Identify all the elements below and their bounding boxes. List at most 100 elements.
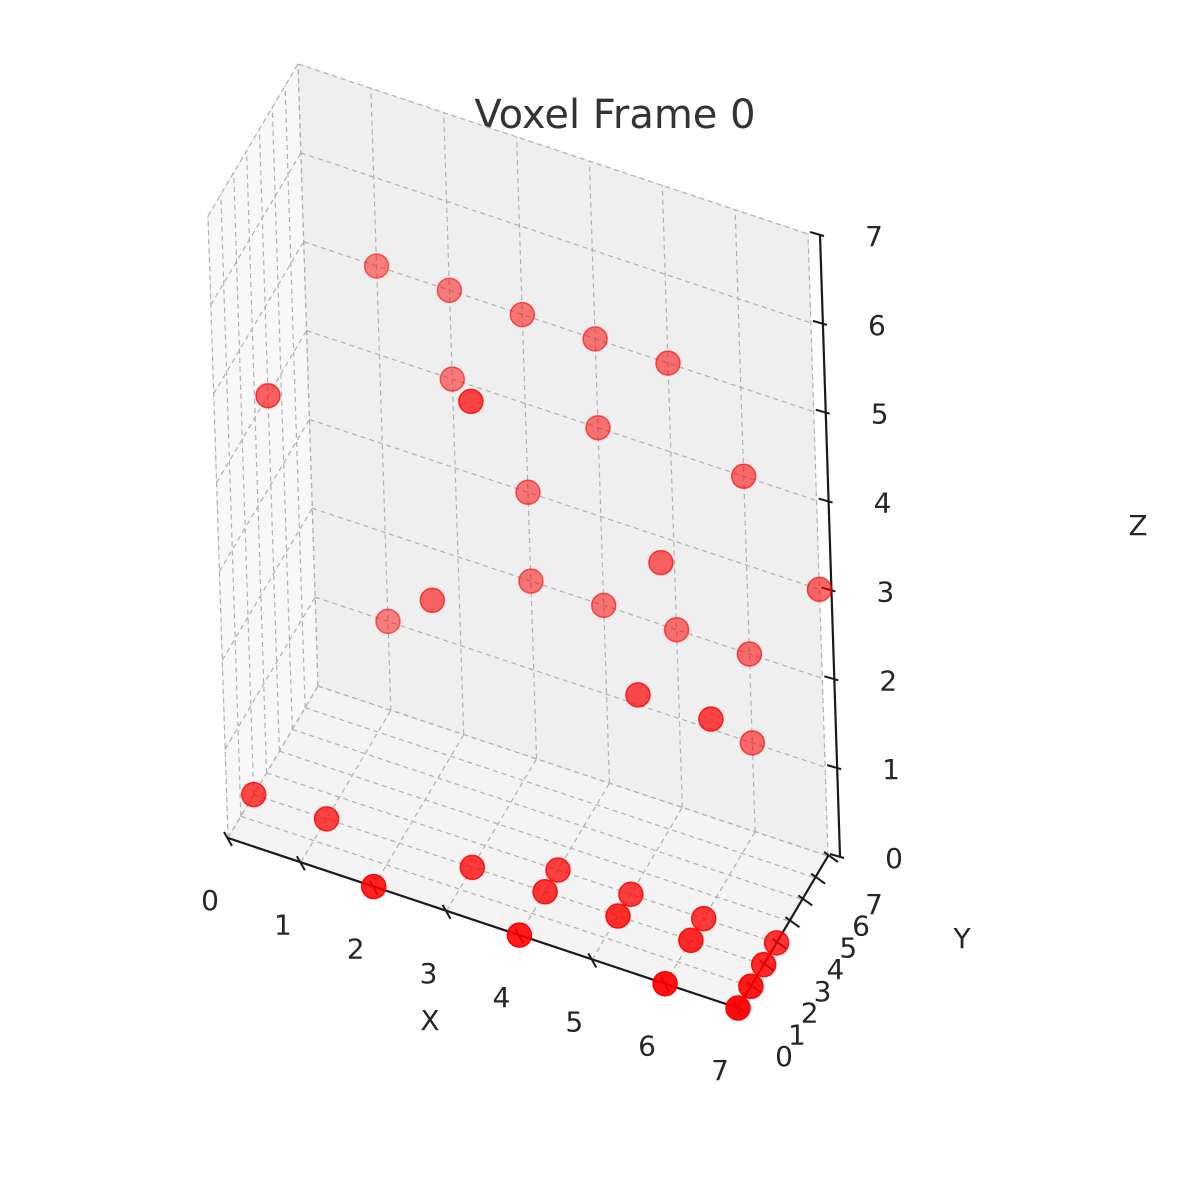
grid-line-x-bottom [373, 734, 465, 887]
x-axis-label: X [420, 1004, 439, 1037]
grid-line-y-left [297, 63, 319, 687]
y-tick [797, 894, 813, 907]
data-points [240, 253, 833, 1021]
grid-line-z-left [227, 685, 319, 839]
data-point [515, 479, 541, 506]
x-tick-label: 1 [274, 908, 292, 941]
z-axis-line [818, 233, 842, 857]
grid-line-z-left [210, 152, 302, 306]
data-point [506, 922, 533, 948]
x-tick-label: 5 [565, 1005, 583, 1038]
data-point [738, 973, 764, 1000]
z-tick [815, 408, 830, 415]
grid-line-y-left [245, 150, 268, 773]
x-tick-label: 7 [711, 1054, 729, 1087]
data-point [739, 730, 766, 756]
data-point [459, 854, 486, 881]
data-point [730, 463, 757, 490]
x-tick [441, 904, 452, 920]
y-axis-label: Y [952, 922, 971, 955]
grid-line-z-left [213, 241, 305, 395]
x-axis-line [227, 836, 739, 1010]
z-tick [809, 231, 825, 237]
data-point [625, 682, 651, 708]
y-tick-label: 0 [775, 1040, 793, 1073]
data-point [605, 903, 631, 929]
data-point [750, 951, 777, 978]
grid-line-z-left [224, 596, 316, 750]
y-tick-label: 6 [852, 910, 870, 943]
data-point [313, 806, 340, 832]
x-tick-label: 6 [638, 1030, 656, 1063]
y-tick-label: 3 [814, 975, 832, 1008]
y-tick-label: 4 [826, 953, 844, 986]
x-tick [295, 855, 306, 871]
z-axis-label: Z [1128, 509, 1147, 542]
x-tick-label: 2 [347, 933, 365, 966]
z-tick-label: 4 [874, 487, 892, 520]
data-point [240, 781, 267, 808]
data-point [419, 587, 446, 614]
y-tick-label: 7 [865, 888, 883, 921]
y-tick [784, 916, 801, 928]
data-point [458, 388, 484, 415]
z-tick [818, 497, 833, 504]
grid-line-x-back [807, 233, 829, 857]
data-point [725, 995, 751, 1021]
data-point [509, 301, 536, 328]
x-tick-label: 3 [420, 957, 438, 990]
data-point [255, 382, 281, 409]
data-point [582, 326, 608, 352]
z-tick [829, 853, 845, 859]
z-tick-label: 5 [871, 398, 889, 431]
data-point [532, 878, 558, 905]
y-tick-label: 2 [801, 997, 819, 1030]
grid-line-x-back [515, 136, 538, 759]
z-tick-label: 0 [885, 842, 903, 875]
x-tick [223, 831, 233, 847]
data-point [518, 568, 544, 594]
z-tick-label: 3 [876, 575, 894, 608]
data-point [690, 905, 717, 932]
grid-line-y-left [284, 85, 306, 708]
data-point [360, 873, 387, 900]
data-point [590, 592, 617, 619]
data-point [806, 576, 833, 603]
grid-line-x-back [370, 88, 392, 711]
y-tick [823, 851, 839, 863]
z-tick [826, 764, 842, 771]
z-tick [824, 675, 839, 682]
data-point [652, 970, 678, 997]
grid-line-z-left [216, 330, 308, 483]
grid-line-y-left [220, 194, 242, 817]
grid-line-z-left [207, 63, 299, 217]
grid-line-x-bottom [591, 807, 683, 960]
grid-line-x-back [443, 112, 465, 735]
y-tick-label: 1 [788, 1018, 806, 1051]
z-tick-label: 1 [882, 753, 900, 786]
x-tick-label: 4 [492, 981, 510, 1014]
grid-line-x-bottom [300, 709, 392, 863]
data-point [585, 414, 611, 441]
x-tick [587, 952, 598, 968]
chart-title: Voxel Frame 0 [474, 92, 755, 138]
grid-line-y-left [207, 215, 229, 839]
data-point [698, 706, 724, 732]
grid-line-z-left [218, 419, 310, 572]
grid-line-z-left [221, 507, 313, 661]
data-point [545, 857, 571, 883]
z-tick-label: 7 [865, 220, 883, 253]
grid-line-x-back [734, 209, 756, 832]
grid-line-x-bottom [664, 831, 756, 985]
grid-line-x-bottom [446, 758, 538, 912]
grid-line-x-back [588, 161, 611, 784]
y-tick-label: 5 [839, 931, 857, 964]
z-tick-label: 2 [879, 664, 897, 697]
data-point [439, 366, 466, 392]
grid-line-x-back [661, 185, 683, 808]
x-tick-label: 0 [201, 884, 219, 917]
data-point [655, 350, 681, 376]
data-point [648, 549, 674, 576]
